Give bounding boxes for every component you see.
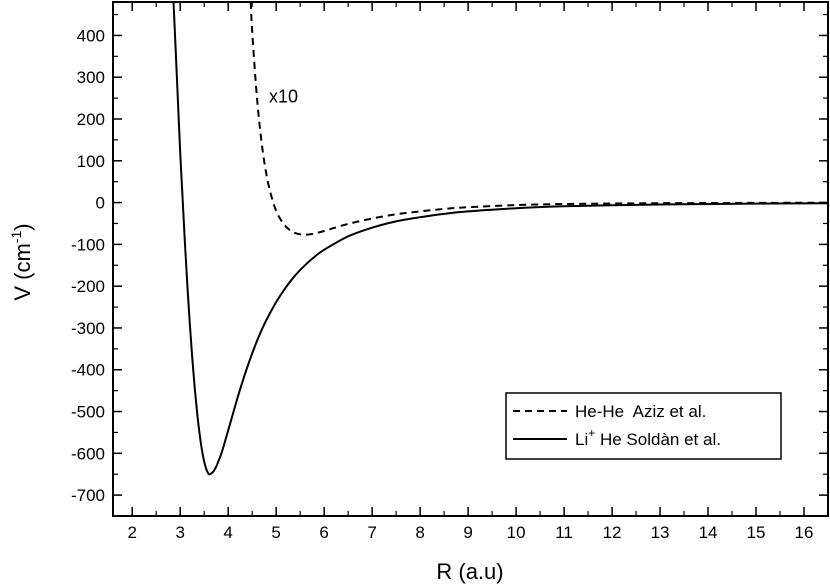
x-tick-label: 15 — [747, 523, 766, 542]
y-tick-label: -500 — [71, 403, 105, 422]
x-tick-label: 4 — [223, 523, 232, 542]
x-tick-label: 2 — [127, 523, 136, 542]
legend-he-solda: He Soldàn et al. — [595, 430, 721, 449]
legend-label-he-he: He-He Aziz et al. — [575, 402, 706, 421]
x-tick-label: 11 — [555, 523, 573, 542]
x-tick-label: 5 — [271, 523, 280, 542]
legend-box — [505, 392, 782, 460]
legend-label-li-he: Li+ He Soldàn et al. — [575, 426, 721, 449]
x-tick-label: 6 — [319, 523, 328, 542]
y-axis-title-superscript: -1 — [8, 231, 24, 244]
annotation-x10: x10 — [269, 86, 298, 106]
y-tick-label: -400 — [71, 361, 105, 380]
series-line-he-he — [249, 1, 828, 236]
x-tick-label: 10 — [507, 523, 526, 542]
tick-labels: 2 3 4 5 6 7 8 9 10 11 12 13 14 15 16 -700 -600 -500 -400 -3… — [71, 26, 813, 542]
y-tick-label: -700 — [71, 486, 105, 505]
series-lines — [172, 1, 829, 476]
series-line-li-he — [172, 1, 829, 476]
legend-li: Li — [575, 430, 588, 449]
y-axis-title: V (cm-1) — [8, 223, 35, 300]
x-tick-label: 3 — [175, 523, 184, 542]
plot-frame — [112, 1, 829, 517]
y-axis-title-main: V (cm — [10, 243, 35, 300]
legend: He-He Aziz et al. Li+ He Soldàn et al. — [505, 392, 782, 460]
y-tick-label: -600 — [71, 444, 105, 463]
y-tick-label: 200 — [77, 110, 105, 129]
y-tick-label: -200 — [71, 277, 105, 296]
y-axis-title-close: ) — [10, 223, 35, 230]
x-tick-label: 9 — [463, 523, 472, 542]
x-tick-label: 16 — [795, 523, 814, 542]
x-tick-label: 13 — [651, 523, 670, 542]
legend-li-superscript: + — [588, 426, 595, 440]
y-tick-label: 300 — [77, 68, 105, 87]
y-tick-label: 0 — [96, 194, 105, 213]
x-tick-label: 12 — [603, 523, 622, 542]
y-tick-label: -300 — [71, 319, 105, 338]
y-tick-label: 100 — [77, 152, 105, 171]
x-tick-label: 7 — [367, 523, 376, 542]
y-tick-label: -100 — [71, 235, 105, 254]
x-axis-title: R (a.u) — [436, 559, 503, 584]
x-tick-label: 8 — [415, 523, 424, 542]
y-tick-label: 400 — [77, 26, 105, 45]
x-tick-label: 14 — [699, 523, 718, 542]
axis-ticks — [113, 2, 829, 517]
